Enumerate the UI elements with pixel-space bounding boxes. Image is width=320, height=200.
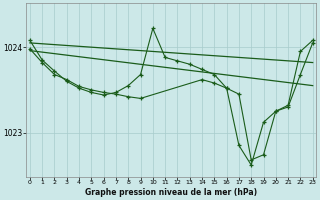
X-axis label: Graphe pression niveau de la mer (hPa): Graphe pression niveau de la mer (hPa) [85,188,257,197]
